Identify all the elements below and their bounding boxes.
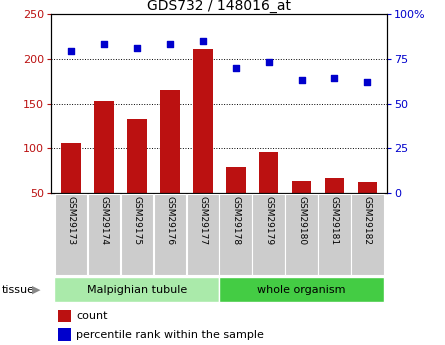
FancyBboxPatch shape xyxy=(54,277,219,302)
Text: GSM29179: GSM29179 xyxy=(264,196,273,245)
Text: Malpighian tubule: Malpighian tubule xyxy=(87,285,187,295)
FancyBboxPatch shape xyxy=(121,194,153,275)
Text: count: count xyxy=(77,311,108,321)
Bar xyxy=(58,310,71,322)
Point xyxy=(199,38,206,43)
Bar xyxy=(226,167,246,238)
FancyBboxPatch shape xyxy=(252,194,285,275)
Bar xyxy=(291,181,312,238)
Point xyxy=(232,65,239,70)
Text: GSM29175: GSM29175 xyxy=(132,196,142,245)
Bar xyxy=(324,178,344,238)
Title: GDS732 / 148016_at: GDS732 / 148016_at xyxy=(147,0,291,13)
Bar xyxy=(259,152,279,238)
Text: percentile rank within the sample: percentile rank within the sample xyxy=(77,330,264,339)
Point xyxy=(100,41,107,47)
Text: GSM29181: GSM29181 xyxy=(330,196,339,245)
FancyBboxPatch shape xyxy=(154,194,186,275)
Text: GSM29180: GSM29180 xyxy=(297,196,306,245)
Point xyxy=(265,59,272,65)
Point xyxy=(133,45,140,51)
FancyBboxPatch shape xyxy=(318,194,351,275)
FancyBboxPatch shape xyxy=(285,194,318,275)
Point xyxy=(166,41,173,47)
Bar xyxy=(357,183,377,238)
FancyBboxPatch shape xyxy=(55,194,87,275)
Text: GSM29173: GSM29173 xyxy=(66,196,76,245)
FancyBboxPatch shape xyxy=(88,194,120,275)
FancyBboxPatch shape xyxy=(219,194,252,275)
Text: ▶: ▶ xyxy=(32,285,40,295)
Point xyxy=(298,77,305,83)
Bar xyxy=(160,90,180,238)
FancyBboxPatch shape xyxy=(186,194,219,275)
Point xyxy=(364,79,371,85)
Text: GSM29182: GSM29182 xyxy=(363,196,372,245)
FancyBboxPatch shape xyxy=(351,194,384,275)
Bar xyxy=(58,328,71,341)
Text: tissue: tissue xyxy=(2,285,35,295)
Text: GSM29174: GSM29174 xyxy=(99,196,109,245)
Point xyxy=(331,76,338,81)
Text: whole organism: whole organism xyxy=(257,285,346,295)
FancyBboxPatch shape xyxy=(219,277,384,302)
Bar xyxy=(61,143,81,238)
Point xyxy=(67,49,74,54)
Bar xyxy=(193,49,213,238)
Bar xyxy=(94,101,114,238)
Bar xyxy=(127,119,147,238)
Text: GSM29176: GSM29176 xyxy=(165,196,174,245)
Text: GSM29178: GSM29178 xyxy=(231,196,240,245)
Text: GSM29177: GSM29177 xyxy=(198,196,207,245)
